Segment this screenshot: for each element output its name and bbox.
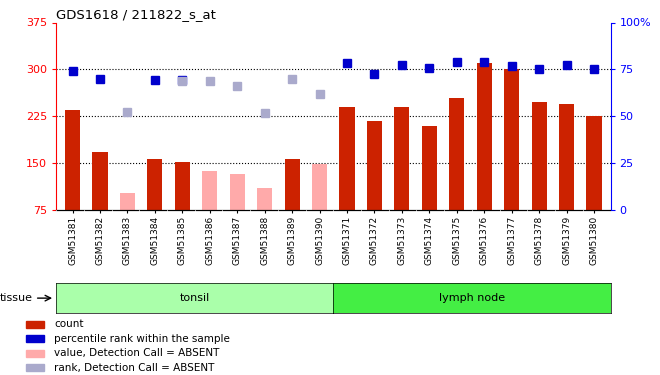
Bar bbox=[26, 321, 44, 328]
Bar bbox=[92, 152, 108, 210]
Bar bbox=[504, 69, 519, 210]
Bar bbox=[477, 63, 492, 210]
Bar bbox=[202, 171, 217, 210]
Text: count: count bbox=[54, 319, 84, 329]
Bar bbox=[120, 192, 135, 210]
Bar bbox=[395, 107, 409, 210]
Text: tonsil: tonsil bbox=[180, 293, 210, 303]
Bar bbox=[531, 102, 546, 210]
Bar bbox=[587, 116, 601, 210]
Text: GDS1618 / 211822_s_at: GDS1618 / 211822_s_at bbox=[56, 8, 216, 21]
Bar bbox=[175, 162, 190, 210]
Text: lymph node: lymph node bbox=[439, 293, 505, 303]
Bar bbox=[230, 174, 245, 210]
Text: rank, Detection Call = ABSENT: rank, Detection Call = ABSENT bbox=[54, 363, 214, 373]
Bar bbox=[339, 107, 354, 210]
Bar bbox=[312, 164, 327, 210]
Bar bbox=[257, 188, 272, 210]
Bar bbox=[65, 110, 80, 210]
Text: percentile rank within the sample: percentile rank within the sample bbox=[54, 334, 230, 344]
Bar bbox=[559, 104, 574, 210]
Bar bbox=[284, 159, 300, 210]
Bar bbox=[449, 98, 465, 210]
Bar bbox=[422, 126, 437, 210]
Bar bbox=[367, 121, 382, 210]
Bar bbox=[147, 159, 162, 210]
Text: tissue: tissue bbox=[0, 293, 32, 303]
Bar bbox=[26, 335, 44, 342]
Bar bbox=[26, 350, 44, 357]
Text: value, Detection Call = ABSENT: value, Detection Call = ABSENT bbox=[54, 348, 220, 358]
Bar bbox=[26, 364, 44, 371]
